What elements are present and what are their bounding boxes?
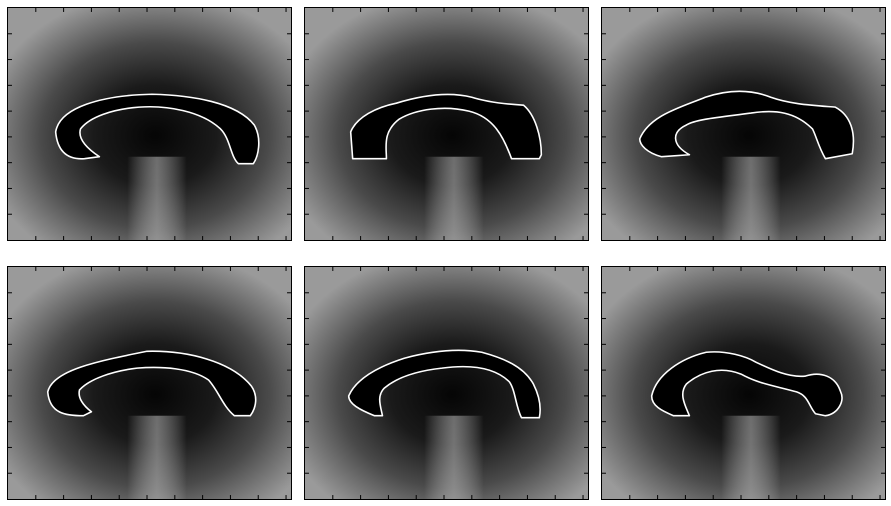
- panel-5: [304, 266, 589, 500]
- tick-marks: [602, 267, 885, 499]
- grayscale-image: [8, 8, 291, 240]
- panel-1: [7, 7, 292, 241]
- arch-contour: [54, 93, 260, 165]
- lower-glow: [127, 156, 187, 240]
- lower-glow: [424, 156, 484, 240]
- tick-marks: [602, 8, 885, 240]
- lower-glow: [127, 415, 187, 499]
- tick-marks: [8, 8, 291, 240]
- panel-2: [304, 7, 589, 241]
- grayscale-image: [305, 267, 588, 499]
- grayscale-image: [602, 267, 885, 499]
- lower-glow: [721, 415, 781, 499]
- grayscale-image: [305, 8, 588, 240]
- panel-4: [7, 266, 292, 500]
- panel-6: [601, 266, 886, 500]
- tick-marks: [305, 267, 588, 499]
- panel-3: [601, 7, 886, 241]
- grayscale-image: [602, 8, 885, 240]
- lower-glow: [424, 415, 484, 499]
- arch-contour: [349, 93, 543, 160]
- tick-marks: [305, 8, 588, 240]
- grayscale-image: [8, 267, 291, 499]
- arch-contour: [46, 350, 257, 417]
- arch-contour: [638, 90, 855, 160]
- lower-glow: [721, 156, 781, 240]
- arch-contour: [347, 349, 541, 419]
- arch-contour: [650, 351, 843, 417]
- tick-marks: [8, 267, 291, 499]
